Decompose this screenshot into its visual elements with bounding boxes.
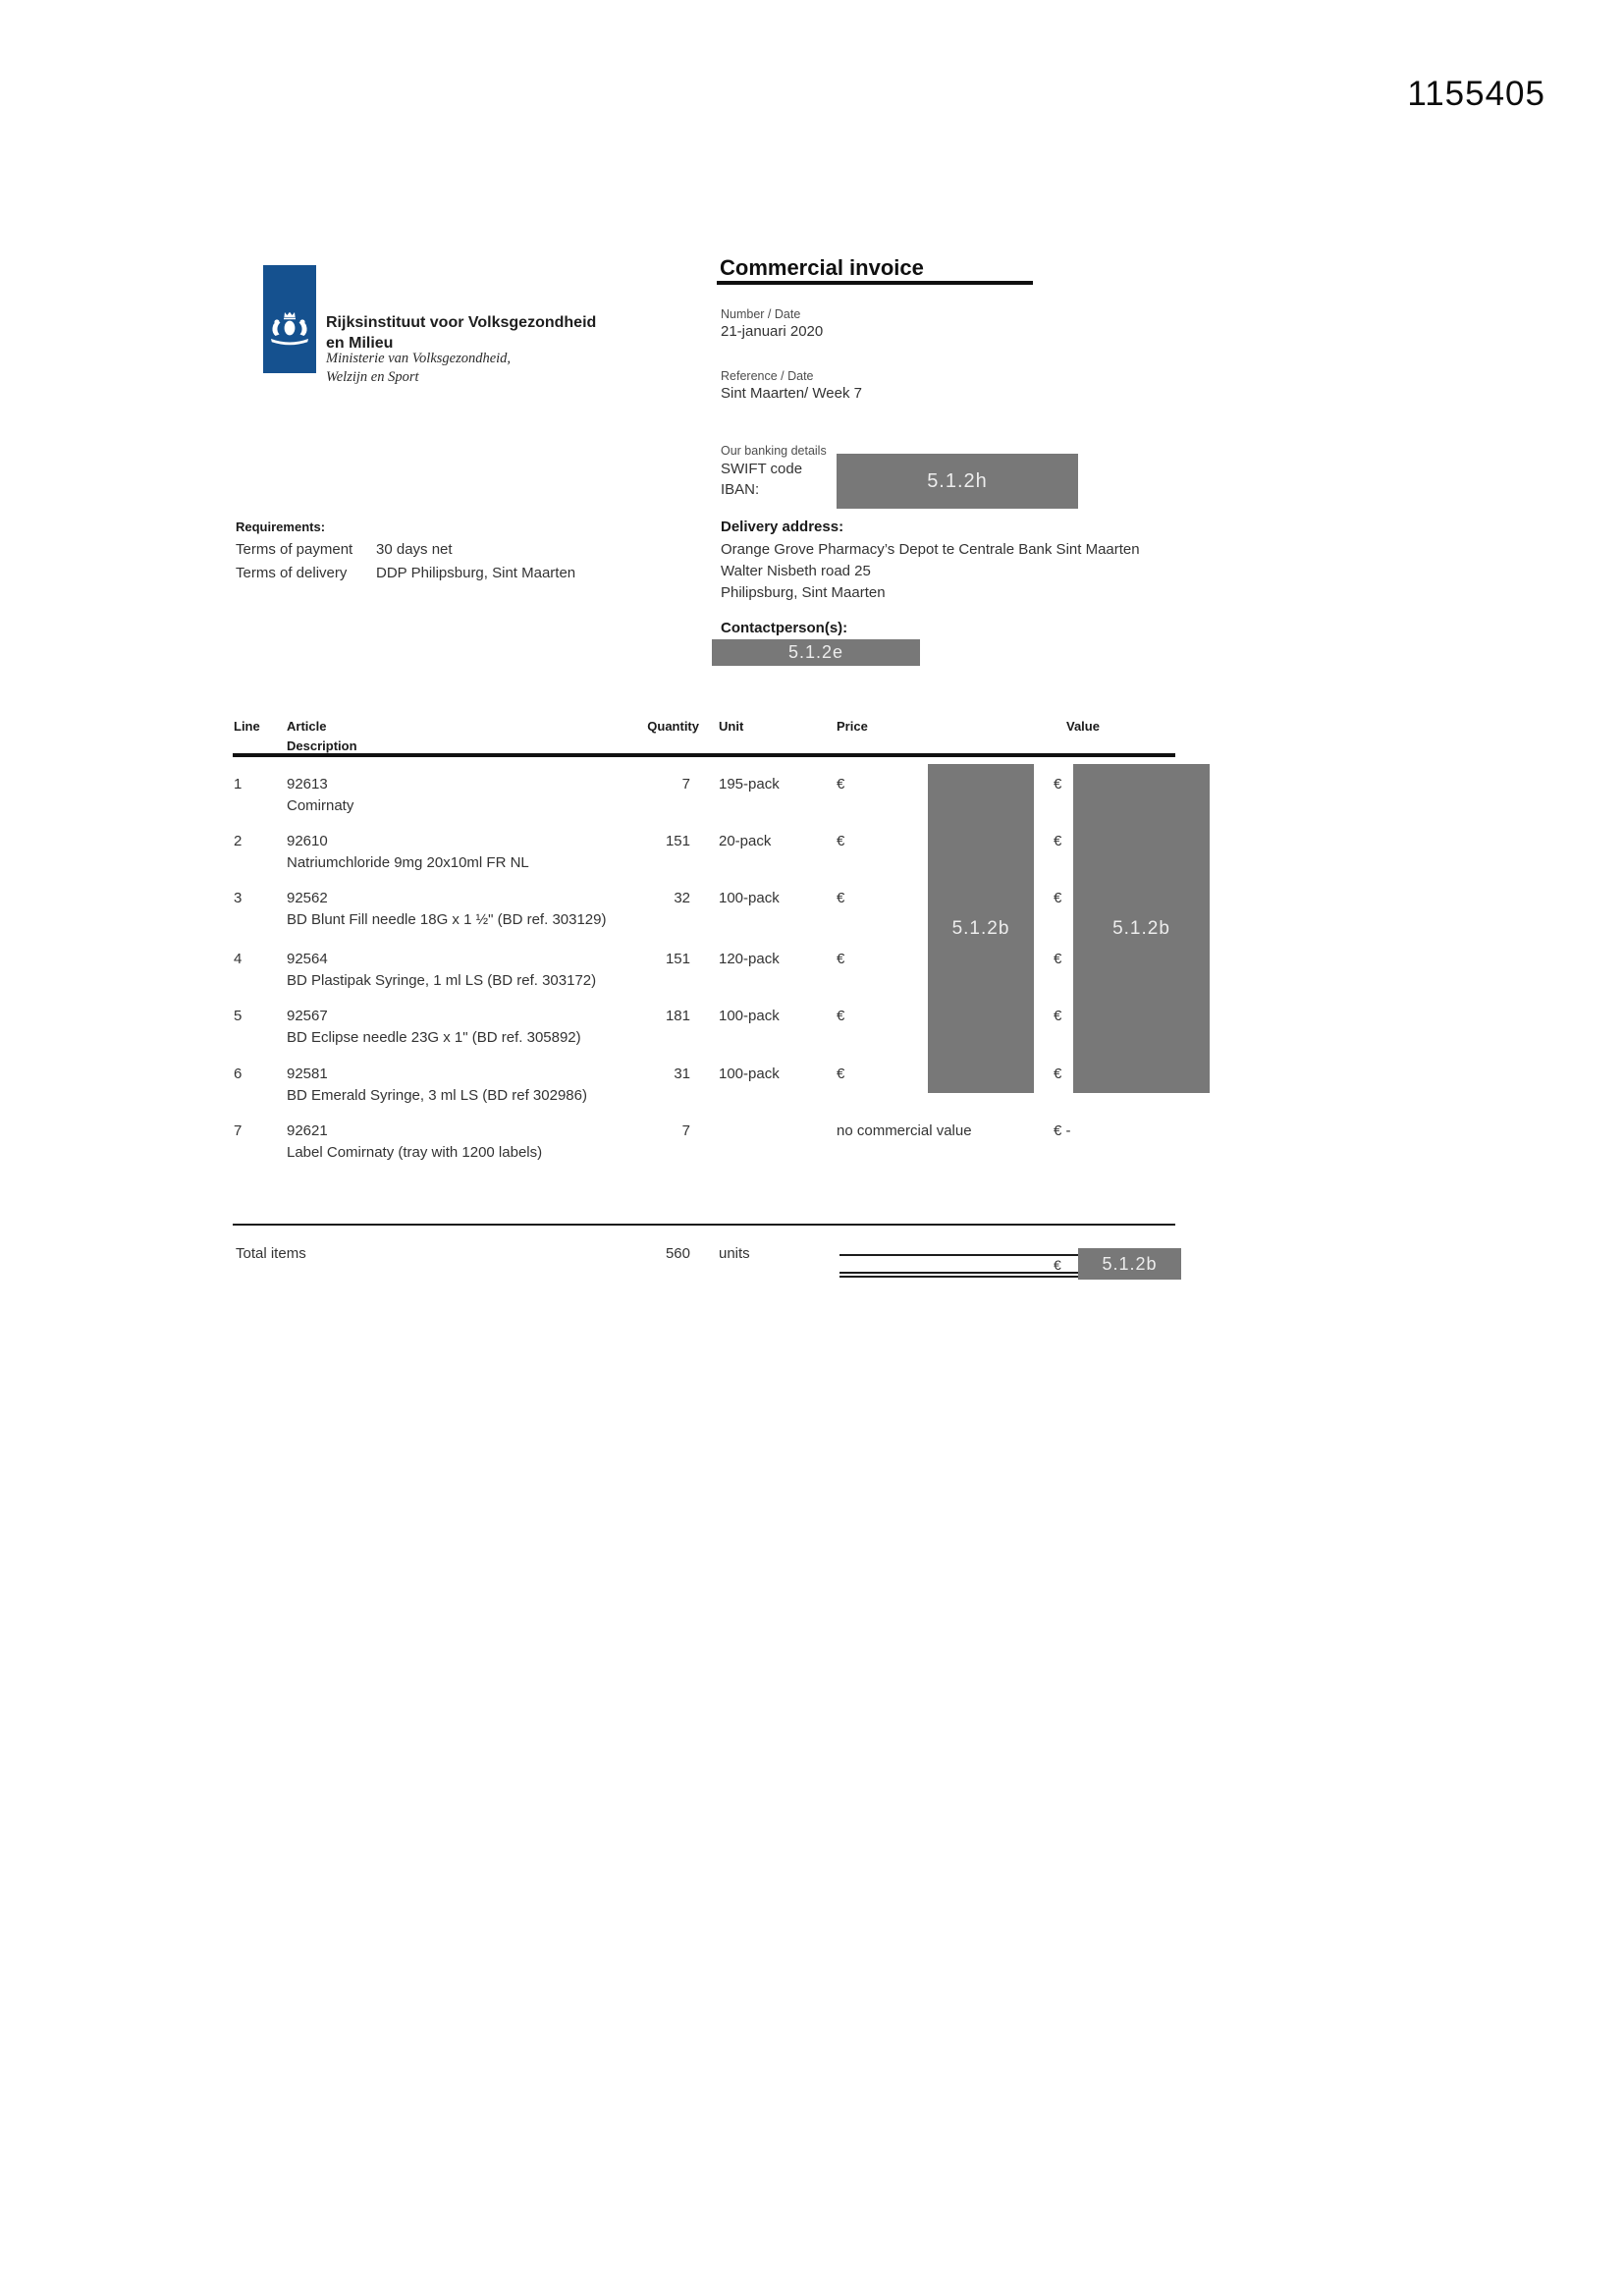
table-row-price-currency: €: [837, 776, 845, 793]
table-row-price-currency: €: [837, 833, 845, 849]
table-row-article: 92562: [287, 890, 328, 906]
table-row-line: 6: [234, 1066, 243, 1082]
reference-value: Sint Maarten/ Week 7: [721, 385, 862, 402]
logo-org-line2: en Milieu: [326, 335, 394, 352]
col-header-quantity: Quantity: [647, 719, 699, 734]
table-row-price-currency: €: [837, 951, 845, 967]
title-underline: [717, 281, 1033, 285]
table-row-price-currency: €: [837, 1008, 845, 1024]
table-row-value-currency: €: [1054, 1008, 1062, 1024]
invoice-title: Commercial invoice: [720, 255, 924, 280]
table-header-rule: [233, 753, 1175, 757]
table-row-description: BD Emerald Syringe, 3 ml LS (BD ref 3029…: [287, 1087, 587, 1104]
table-row-unit: 100-pack: [719, 1066, 780, 1082]
table-row-description: BD Eclipse needle 23G x 1" (BD ref. 3058…: [287, 1029, 581, 1046]
table-row-line: 3: [234, 890, 243, 906]
table-row-unit: 100-pack: [719, 890, 780, 906]
table-row-article: 92581: [287, 1066, 328, 1082]
iban-label: IBAN:: [721, 481, 760, 498]
col-header-description: Description: [287, 738, 357, 753]
number-date-value: 21-januari 2020: [721, 323, 824, 340]
table-bottom-rule: [233, 1224, 1175, 1226]
table-row-article: 92610: [287, 833, 328, 849]
value-column-redaction-box: 5.1.2b: [1073, 764, 1210, 1093]
logo-org-line1: Rijksinstituut voor Volksgezondheid: [326, 314, 597, 331]
col-header-price: Price: [837, 719, 868, 734]
table-row-article: 92564: [287, 951, 328, 967]
table-row-value-dash: € -: [1054, 1122, 1071, 1139]
logo-org-name: Rijksinstituut voor Volksgezondheid en M…: [326, 312, 596, 354]
terms-of-delivery-value: DDP Philipsburg, Sint Maarten: [376, 565, 576, 581]
table-row-description: BD Plastipak Syringe, 1 ml LS (BD ref. 3…: [287, 972, 597, 989]
contact-redaction-box: 5.1.2e: [712, 639, 920, 666]
swift-code-label: SWIFT code: [721, 461, 803, 477]
rivm-logo: [263, 265, 316, 373]
banking-redaction-box: 5.1.2h: [837, 454, 1078, 509]
table-row-value-currency: €: [1054, 890, 1062, 906]
logo-ministry-line1: Ministerie van Volksgezondheid,: [326, 351, 512, 366]
col-header-unit: Unit: [719, 719, 744, 734]
table-row-unit: 100-pack: [719, 1008, 780, 1024]
delivery-address-label: Delivery address:: [721, 519, 844, 535]
table-row-line: 2: [234, 833, 243, 849]
delivery-address-line1: Orange Grove Pharmacy’s Depot te Central…: [721, 541, 1140, 558]
terms-of-payment-label: Terms of payment: [236, 541, 353, 558]
coat-of-arms-icon: [271, 311, 308, 346]
col-header-article: Article: [287, 719, 327, 734]
requirements-label: Requirements:: [236, 519, 326, 534]
table-row-price-currency: €: [837, 1066, 845, 1082]
col-header-line: Line: [234, 719, 260, 734]
price-column-redaction-box: 5.1.2b: [928, 764, 1034, 1093]
number-date-label: Number / Date: [721, 307, 801, 321]
table-row-description: Label Comirnaty (tray with 1200 labels): [287, 1144, 543, 1161]
table-row-line: 7: [234, 1122, 243, 1139]
total-quantity: 560: [665, 1245, 690, 1262]
table-row-quantity: 7: [681, 776, 690, 793]
table-row-article: 92621: [287, 1122, 328, 1139]
terms-of-payment-value: 30 days net: [376, 541, 453, 558]
page-stamp-number: 1155405: [1407, 75, 1545, 113]
total-unit: units: [719, 1245, 750, 1262]
table-row-description: Comirnaty: [287, 797, 354, 814]
total-value-currency: €: [1054, 1257, 1061, 1273]
table-row-unit: 195-pack: [719, 776, 780, 793]
table-row-value-currency: €: [1054, 833, 1062, 849]
logo-ministry-line2: Welzijn en Sport: [326, 368, 419, 385]
reference-label: Reference / Date: [721, 369, 814, 383]
terms-of-delivery-label: Terms of delivery: [236, 565, 348, 581]
table-row-line: 5: [234, 1008, 243, 1024]
table-row-quantity: 32: [674, 890, 690, 906]
total-value-rule-double: [839, 1272, 1078, 1278]
total-value-redaction-box: 5.1.2b: [1078, 1248, 1181, 1280]
table-row-value-currency: €: [1054, 951, 1062, 967]
table-row-article: 92567: [287, 1008, 328, 1024]
table-row-unit: 120-pack: [719, 951, 780, 967]
banking-details-label: Our banking details: [721, 444, 827, 458]
total-items-label: Total items: [236, 1245, 306, 1262]
contactperson-label: Contactperson(s):: [721, 620, 848, 636]
table-row-no-commercial-value: no commercial value: [837, 1122, 972, 1139]
delivery-address-line3: Philipsburg, Sint Maarten: [721, 584, 886, 601]
logo-ministry-name: Ministerie van Volksgezondheid, Welzijn …: [326, 350, 511, 386]
table-row-description: Natriumchloride 9mg 20x10ml FR NL: [287, 854, 529, 871]
delivery-address-line2: Walter Nisbeth road 25: [721, 563, 871, 579]
table-row-line: 4: [234, 951, 243, 967]
col-header-value: Value: [1066, 719, 1100, 734]
table-row-value-currency: €: [1054, 1066, 1062, 1082]
table-row-article: 92613: [287, 776, 328, 793]
table-row-unit: 20-pack: [719, 833, 772, 849]
table-row-line: 1: [234, 776, 243, 793]
table-row-quantity: 151: [665, 951, 690, 967]
table-row-quantity: 151: [665, 833, 690, 849]
total-value-rule-top: [839, 1254, 1078, 1256]
table-row-quantity: 7: [681, 1122, 690, 1139]
table-row-quantity: 31: [674, 1066, 690, 1082]
table-row-description: BD Blunt Fill needle 18G x 1 ½" (BD ref.…: [287, 911, 607, 928]
table-row-price-currency: €: [837, 890, 845, 906]
table-row-value-currency: €: [1054, 776, 1062, 793]
table-row-quantity: 181: [665, 1008, 690, 1024]
